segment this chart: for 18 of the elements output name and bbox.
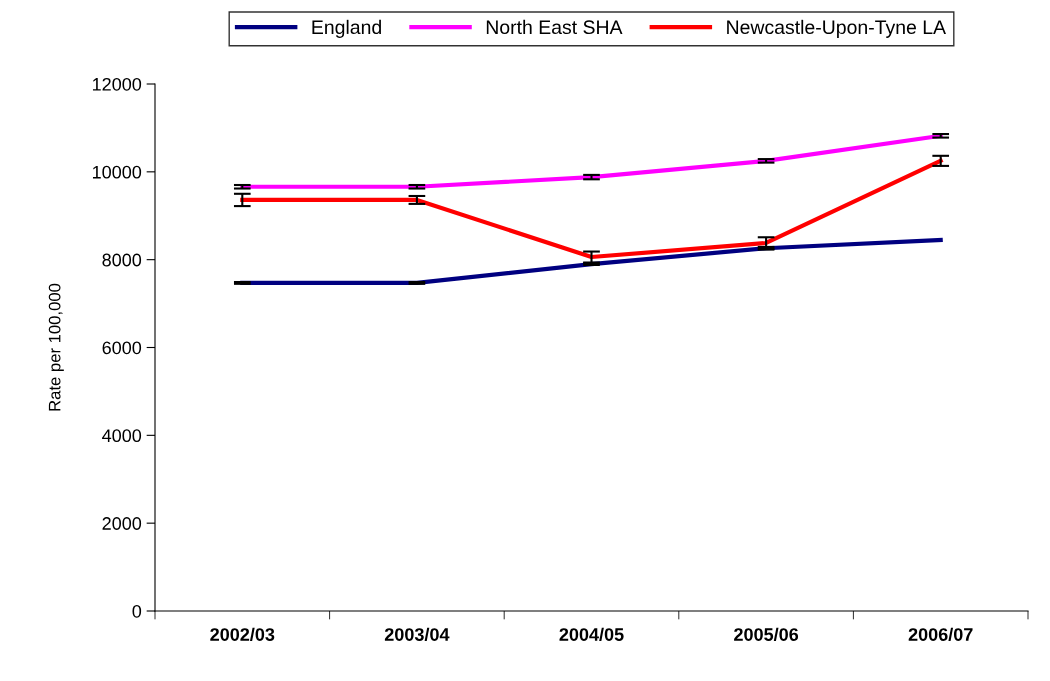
- y-tick-label: 12000: [92, 77, 142, 91]
- y-tick-label: 10000: [92, 165, 142, 179]
- y-tick-label: 6000: [102, 341, 142, 355]
- y-tick-label: 0: [132, 604, 142, 618]
- legend-label: North East SHA: [486, 19, 623, 35]
- x-tick-label: 2002/03: [210, 627, 275, 642]
- line-series: [240, 158, 943, 260]
- y-tick-label: 4000: [102, 429, 142, 443]
- legend-label: England: [312, 19, 381, 38]
- y-tick-label: 2000: [102, 517, 142, 530]
- x-tick-label: 2006/07: [908, 627, 973, 642]
- x-tick-label: 2004/05: [559, 627, 624, 642]
- legend-label: Newcastle-Upon-Tyne LA: [727, 19, 946, 38]
- y-tick-label: 8000: [102, 253, 142, 267]
- x-tick-label: 2005/06: [734, 627, 799, 642]
- x-tick-label: 2003/04: [384, 627, 450, 642]
- y-axis-title: Rate per 100,000: [48, 283, 64, 411]
- line-series: [240, 133, 943, 189]
